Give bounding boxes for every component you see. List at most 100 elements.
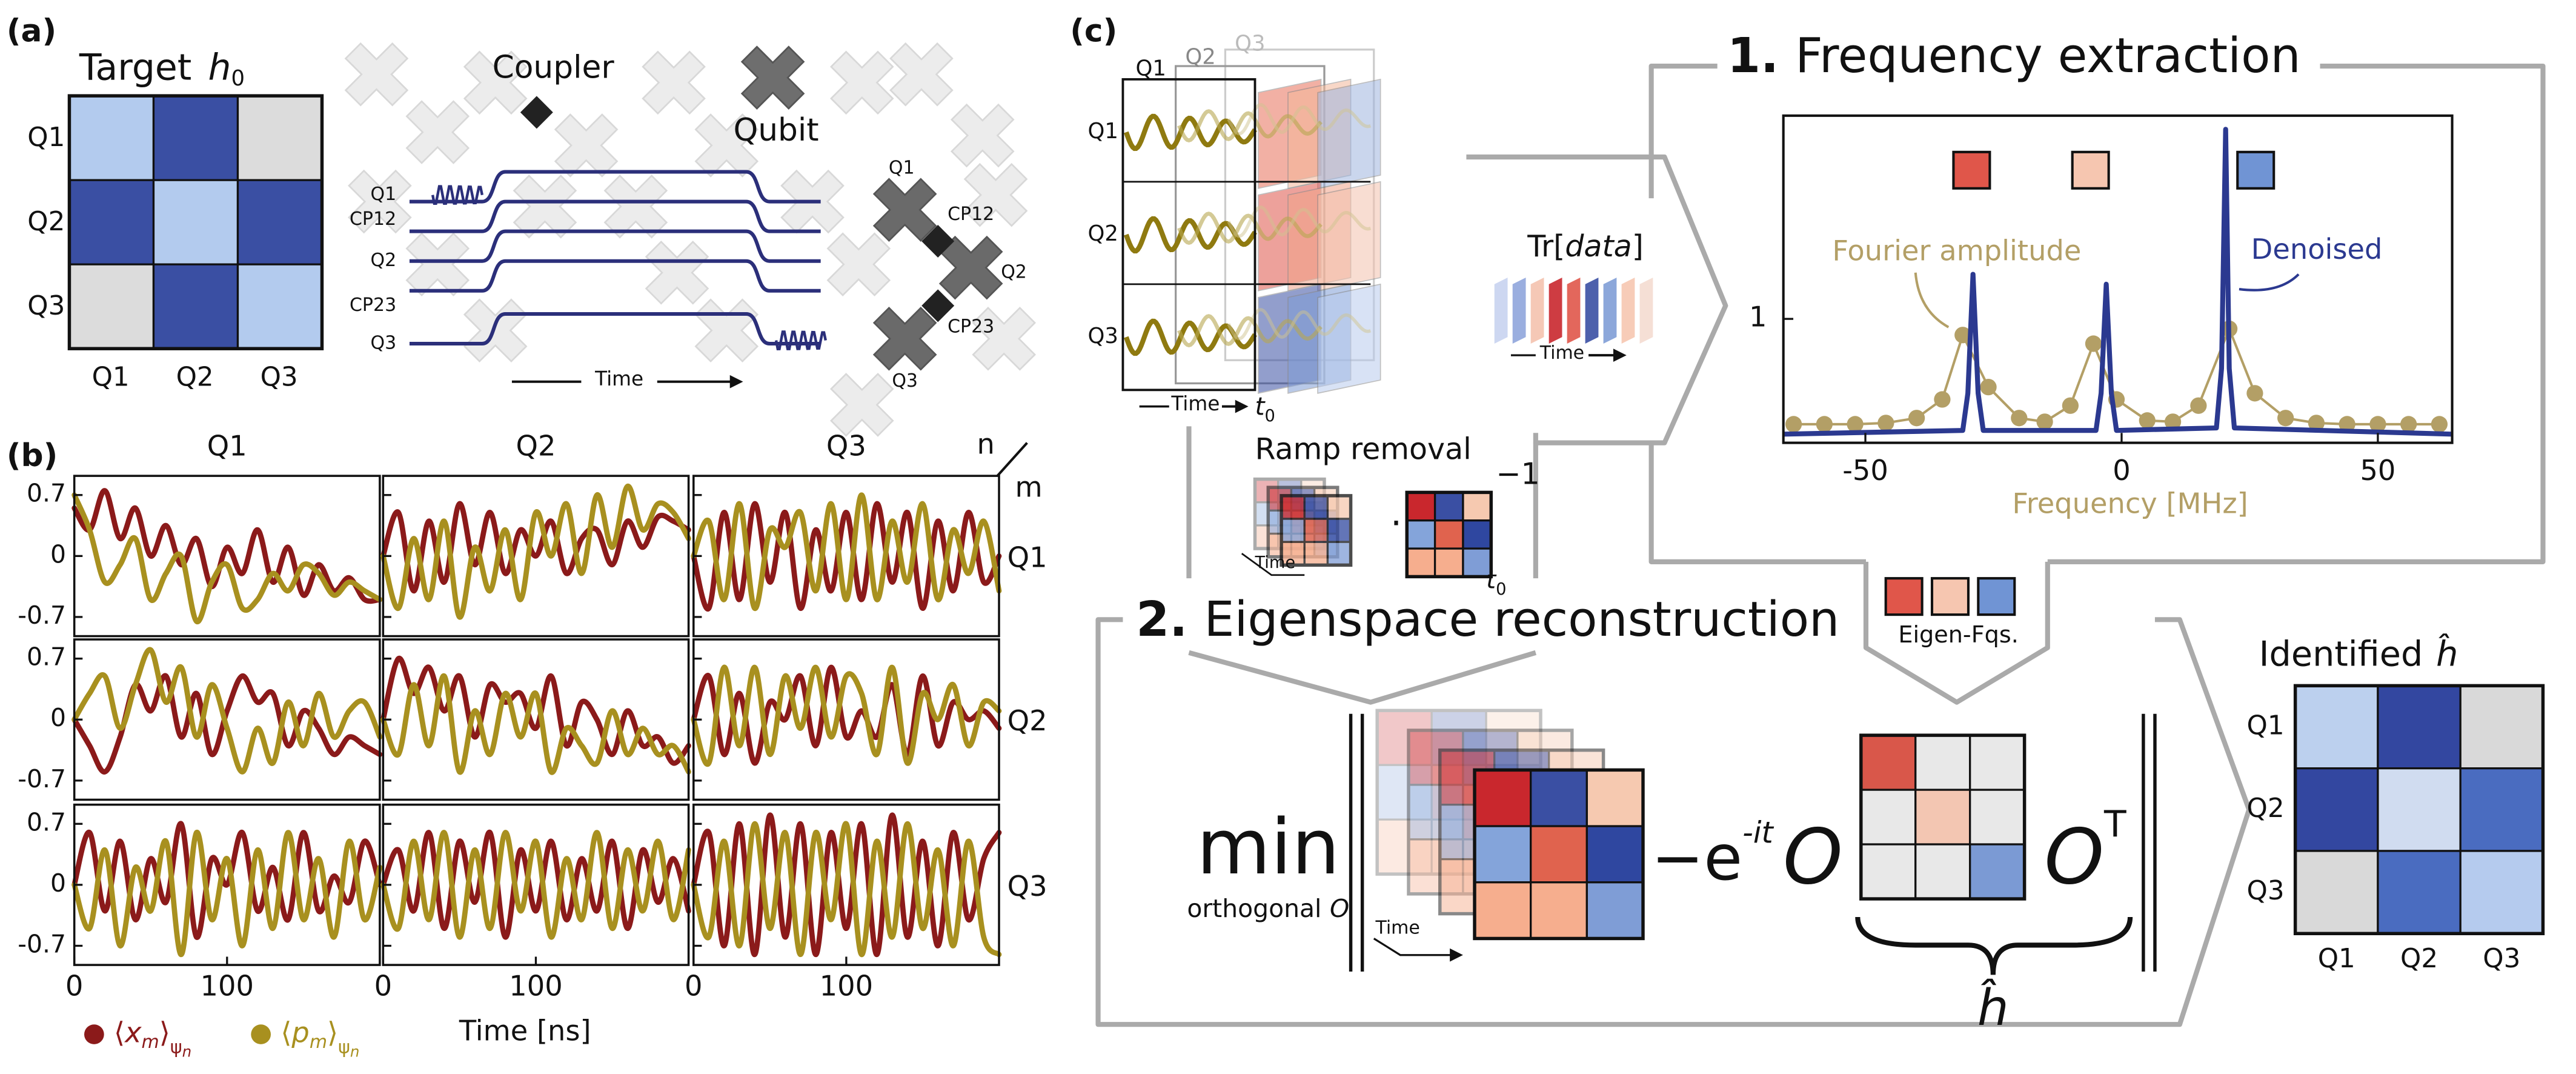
exp-term-part: O [1783, 813, 1843, 901]
pulse-line [409, 229, 821, 263]
eigen-matrix-cell [1860, 734, 1917, 791]
x-tick-label: 100 [201, 970, 254, 1002]
chip-cross [972, 307, 1036, 371]
fourier-point [2339, 416, 2355, 433]
t0-label-part: 0 [1265, 406, 1275, 425]
eigen-matrix-cell [1860, 843, 1917, 900]
pulse-line [409, 259, 821, 293]
subplot-frame [382, 638, 690, 801]
legend-label: Denoised [2251, 233, 2383, 265]
row-label: Q2 [1007, 704, 1047, 737]
eigen-matrix-cell [1914, 843, 1971, 900]
row-label: Q3 [27, 291, 65, 321]
pulse-line [409, 199, 821, 233]
identified-matrix-cell [2459, 767, 2544, 852]
identified-matrix [2293, 684, 2545, 936]
target-title-part: Target [79, 46, 191, 88]
chip-label: Q3 [892, 370, 918, 392]
legend-entry-part: ⟩ [327, 1016, 338, 1049]
chip-cross [938, 235, 1003, 300]
data-matrix-cell [1585, 881, 1644, 940]
y-tick-label: 0.7 [27, 807, 66, 836]
ramp-matrix-cell [1406, 547, 1436, 578]
ramp-stack-frame [1280, 494, 1353, 567]
time-slice [1317, 181, 1381, 292]
fourier-point [1785, 416, 1802, 433]
ramp-matrix-frame [1405, 490, 1493, 579]
x-tick-label: 0 [374, 970, 392, 1002]
chip-label: CP12 [948, 204, 994, 225]
subplot-frame [382, 475, 690, 638]
t0-label: t0 [1486, 565, 1506, 599]
trace-card [1621, 277, 1635, 344]
chip-cross [348, 169, 412, 234]
ramp-matrix-cell [1433, 491, 1464, 522]
data-matrix-frame [1473, 768, 1645, 941]
fourier-point [2062, 397, 2079, 414]
chip-label: CP23 [948, 316, 994, 337]
fourier-point [1954, 327, 1971, 344]
row-label: Q1 [27, 122, 65, 153]
trace-line [71, 821, 383, 940]
row-label: Q3 [1007, 870, 1047, 902]
chip-cross [963, 162, 1028, 227]
y-tick-label: 0 [50, 703, 66, 732]
time-axis [1373, 938, 1453, 956]
target-matrix-cell [152, 95, 239, 181]
legend-marker [84, 1024, 104, 1044]
identified-matrix-cell [2294, 684, 2379, 770]
time-label: Time [1375, 918, 1419, 939]
chip-cross [829, 50, 894, 115]
outline-frames [1095, 63, 2546, 1027]
row-label: Q1 [1088, 119, 1118, 144]
min-subject-part: O [1330, 894, 1349, 923]
chip-cross [642, 50, 706, 115]
trace-label-part: data [1565, 228, 1632, 263]
hhat-label: ĥ [1977, 979, 2009, 1037]
legend-entry-part: ⟨ [281, 1016, 291, 1049]
trace-line [71, 830, 383, 958]
t0-label-part: t [1486, 565, 1497, 595]
target-matrix-cell [236, 95, 324, 181]
t0-label-part: t [1255, 392, 1266, 421]
trace-line [691, 821, 1002, 958]
chip-cross [826, 232, 891, 297]
chip-label: Q1 [889, 158, 915, 179]
ramp-stack-cell [1303, 541, 1329, 566]
time-label: Time [594, 367, 643, 390]
legend-label: Fourier amplitude [1832, 235, 2081, 267]
pulse-wiggle [431, 185, 484, 205]
y-tick-label: 1 [1749, 301, 1767, 333]
transpose-term-part: O [2044, 813, 2104, 901]
legend-entry-part: ψ [170, 1036, 182, 1058]
data-matrix-cell [1530, 825, 1588, 884]
y-tick-label: -0.7 [18, 601, 66, 630]
ramp-stack [1280, 494, 1353, 567]
legend-entry-part: n [350, 1043, 360, 1061]
fourier-point [2369, 416, 2386, 433]
fourier-point [1908, 410, 1925, 427]
ramp-title: Ramp removal [1255, 432, 1471, 467]
qubit-label: Qubit [733, 112, 818, 148]
legend-entry-part: m [310, 1032, 327, 1053]
data-stack-cell [1430, 709, 1487, 766]
trace-line [691, 501, 1002, 612]
pulse-channel-label: CP23 [350, 295, 396, 316]
fourier-point [2139, 412, 2156, 429]
trace-label: Tr[data] [1527, 228, 1644, 263]
trace-card [1530, 277, 1544, 344]
plot-frame [1782, 114, 2454, 444]
trace-label-part: Tr[ [1527, 228, 1565, 263]
step-title-part: 1. [1727, 28, 1779, 84]
data-stack-cell [1407, 784, 1464, 841]
eigen-color [1884, 577, 1924, 616]
t0-label: t0 [1255, 392, 1275, 425]
row-label: Q2 [27, 207, 65, 237]
fourier-point [1847, 416, 1864, 433]
time-label: Time [1539, 342, 1584, 364]
thumb-wave [1227, 103, 1372, 136]
annotation-arrow [1914, 272, 1950, 329]
eigen-matrix-frame [1859, 733, 2027, 901]
